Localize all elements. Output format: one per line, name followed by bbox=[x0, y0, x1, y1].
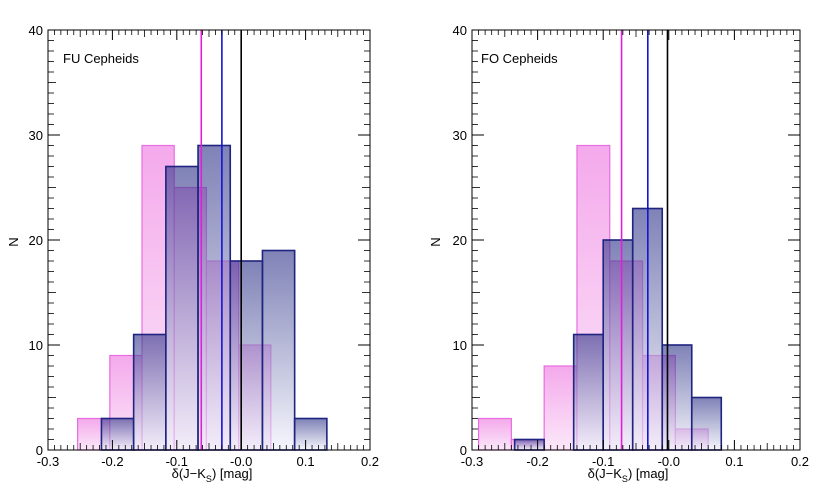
y-tick-label: 10 bbox=[453, 338, 467, 353]
x-axis-title-unit: ) [mag] bbox=[628, 466, 668, 481]
y-tick-label: 40 bbox=[453, 23, 467, 38]
y-axis-title: N bbox=[6, 237, 21, 246]
blue-bar bbox=[229, 260, 264, 451]
panel-fo: -0.3 -0.2 -0.1 -0.0 0.1 0.2 0 10 20 30 40 FO Cephe… bbox=[428, 23, 809, 484]
blue-bar bbox=[602, 239, 634, 451]
x-axis-title-delta: δ(J−K bbox=[172, 466, 207, 481]
y-tick-label: 40 bbox=[29, 23, 43, 38]
x-tick-label: 0.1 bbox=[725, 454, 743, 469]
y-tick-label: 20 bbox=[29, 233, 43, 248]
x-tick-label: -0.0 bbox=[658, 454, 680, 469]
blue-histogram bbox=[100, 144, 328, 451]
blue-bar bbox=[513, 438, 545, 451]
blue-bar bbox=[293, 417, 328, 451]
x-tick-label: -0.1 bbox=[592, 454, 614, 469]
y-tick-label: 20 bbox=[453, 233, 467, 248]
x-tick-label: -0.3 bbox=[461, 454, 483, 469]
blue-bar bbox=[690, 396, 723, 451]
y-tick-label: 0 bbox=[460, 443, 467, 458]
x-axis-title-subscript: S bbox=[622, 474, 628, 484]
magenta-bar bbox=[477, 417, 512, 451]
x-tick-label: -0.2 bbox=[526, 454, 548, 469]
y-tick-label: 0 bbox=[36, 443, 43, 458]
y-axis-title: N bbox=[428, 237, 443, 246]
blue-bar bbox=[261, 249, 296, 451]
blue-bar bbox=[132, 333, 167, 451]
axes: -0.3 -0.2 -0.1 -0.0 0.1 0.2 0 10 20 30 40 bbox=[29, 23, 380, 469]
x-tick-label: -0.3 bbox=[37, 454, 59, 469]
y-tick-label: 30 bbox=[453, 128, 467, 143]
x-tick-label: -0.1 bbox=[166, 454, 188, 469]
x-tick-label: -0.2 bbox=[101, 454, 123, 469]
x-tick-label: 0.1 bbox=[297, 454, 315, 469]
blue-bar bbox=[572, 333, 604, 451]
x-tick-label: -0.0 bbox=[230, 454, 252, 469]
x-axis-title-subscript: S bbox=[206, 474, 212, 484]
axes: -0.3 -0.2 -0.1 -0.0 0.1 0.2 0 10 20 30 40 bbox=[453, 23, 810, 469]
reference-lines bbox=[200, 30, 242, 450]
x-axis-title: δ(J−KS) [mag] bbox=[172, 466, 253, 484]
x-axis-title-delta: δ(J−K bbox=[588, 466, 623, 481]
x-axis-title: δ(J−KS) [mag] bbox=[588, 466, 669, 484]
blue-bar bbox=[661, 344, 693, 451]
magenta-bar bbox=[543, 365, 578, 451]
x-axis-title-unit: ) [mag] bbox=[212, 466, 252, 481]
x-tick-label: 0.2 bbox=[361, 454, 379, 469]
blue-bar bbox=[165, 165, 199, 451]
panel-label: FO Cepheids bbox=[481, 51, 558, 66]
panel-fu: -0.3 -0.2 -0.1 -0.0 0.1 0.2 0 10 20 30 40 FU Cephe… bbox=[6, 23, 379, 484]
y-tick-label: 10 bbox=[29, 338, 43, 353]
reference-lines bbox=[620, 30, 669, 450]
y-tick-label: 30 bbox=[29, 128, 43, 143]
blue-bar bbox=[197, 144, 232, 451]
panel-label: FU Cepheids bbox=[63, 51, 139, 66]
x-tick-label: 0.2 bbox=[791, 454, 809, 469]
